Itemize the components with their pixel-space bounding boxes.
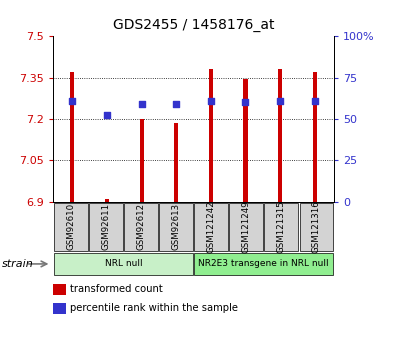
Text: GSM92610: GSM92610	[66, 203, 75, 250]
Text: GSM92612: GSM92612	[136, 203, 145, 250]
Bar	[313, 72, 317, 202]
Point	[242, 100, 248, 105]
Title: GDS2455 / 1458176_at: GDS2455 / 1458176_at	[113, 18, 274, 32]
Bar	[105, 199, 109, 202]
Point	[277, 98, 283, 104]
Text: GSM121242: GSM121242	[207, 200, 216, 253]
Point	[104, 112, 110, 118]
Text: transformed count: transformed count	[70, 285, 163, 294]
Text: GSM121249: GSM121249	[242, 200, 251, 253]
Point	[139, 101, 145, 107]
Point	[69, 98, 75, 104]
Bar	[139, 119, 144, 202]
Text: NRL null: NRL null	[105, 259, 142, 268]
Text: GSM121316: GSM121316	[312, 200, 321, 253]
Bar	[174, 123, 178, 202]
Text: GSM92611: GSM92611	[102, 203, 111, 250]
Text: percentile rank within the sample: percentile rank within the sample	[70, 304, 238, 313]
Text: GSM92613: GSM92613	[171, 203, 181, 250]
Bar	[209, 69, 213, 202]
Point	[173, 101, 179, 107]
Bar	[243, 79, 248, 202]
Text: NR2E3 transgene in NRL null: NR2E3 transgene in NRL null	[198, 259, 329, 268]
Bar	[278, 69, 282, 202]
Point	[312, 98, 318, 104]
Bar	[70, 72, 74, 202]
Text: GSM121315: GSM121315	[276, 200, 286, 253]
Point	[208, 98, 214, 104]
Text: strain: strain	[2, 259, 34, 269]
